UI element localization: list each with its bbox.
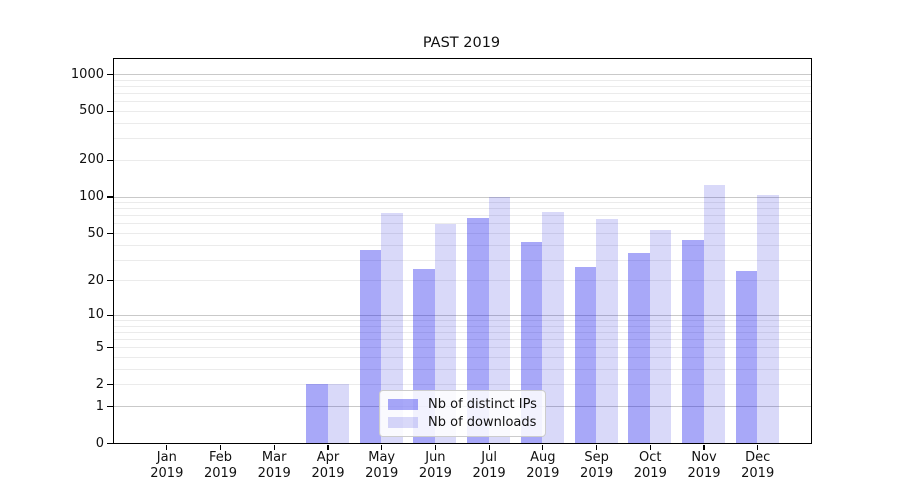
x-tick-label-jan-2019: Jan 2019: [150, 450, 184, 481]
y-tick-label-0: 0: [95, 435, 104, 451]
y-gridline-minor-600: [114, 101, 811, 103]
y-gridline-major-10: [114, 314, 811, 316]
y-tick-mark-0: [107, 442, 113, 445]
x-tick-mark-mar-2019: [273, 445, 275, 450]
y-tick-label-10: 10: [87, 307, 104, 323]
x-tick-mark-may-2019: [381, 445, 383, 450]
y-tick-mark-100: [107, 196, 113, 198]
y-tick-mark-200: [107, 159, 113, 161]
y-gridline-minor-8: [114, 325, 811, 327]
bar-nb-of-downloads-oct-2019: [649, 229, 672, 443]
bar-nb-of-downloads-dec-2019: [757, 195, 779, 443]
y-tick-label-20: 20: [87, 272, 104, 288]
legend-label-nb-of-downloads: Nb of downloads: [428, 415, 537, 430]
y-gridline-minor-80: [114, 208, 811, 210]
y-tick-mark-1000: [107, 73, 113, 76]
bar-nb-of-downloads-sep-2019: [596, 219, 618, 443]
x-tick-label-nov-2019: Nov 2019: [687, 450, 721, 481]
y-tick-mark-500: [107, 110, 113, 113]
y-tick-label-2: 2: [95, 376, 104, 392]
x-tick-label-may-2019: May 2019: [365, 450, 399, 481]
legend-swatch-nb-of-downloads: [388, 417, 418, 428]
y-tick-label-1000: 1000: [70, 66, 104, 82]
y-gridline-minor-2: [114, 384, 811, 386]
bar-nb-of-downloads-apr-2019: [327, 384, 349, 443]
y-gridline-minor-30: [114, 259, 811, 261]
y-tick-mark-2: [107, 384, 113, 386]
y-gridline-minor-60: [114, 223, 811, 225]
legend-swatch-nb-of-distinct-ips: [388, 399, 418, 410]
x-tick-mark-sep-2019: [595, 445, 598, 450]
x-tick-label-sep-2019: Sep 2019: [580, 450, 614, 481]
y-gridline-minor-7: [114, 331, 811, 333]
y-gridline-minor-900: [114, 79, 811, 81]
y-tick-mark-10: [107, 314, 113, 317]
y-gridline-minor-9: [114, 320, 811, 321]
y-gridline-minor-3: [114, 368, 811, 370]
bar-nb-of-downloads-jun-2019: [434, 224, 457, 443]
legend-row-nb-of-distinct-ips: Nb of distinct IPs: [388, 397, 545, 412]
bar-nb-of-distinct-ips-sep-2019: [574, 266, 597, 443]
x-tick-label-oct-2019: Oct 2019: [633, 450, 667, 481]
x-tick-mark-jun-2019: [434, 445, 437, 450]
y-gridline-minor-400: [114, 122, 811, 124]
x-tick-mark-nov-2019: [703, 445, 705, 450]
bar-nb-of-downloads-nov-2019: [703, 184, 725, 443]
y-gridline-minor-700: [114, 93, 811, 94]
bar-nb-of-downloads-aug-2019: [542, 211, 564, 443]
x-tick-label-jun-2019: Jun 2019: [418, 450, 452, 481]
y-tick-label-5: 5: [95, 339, 104, 355]
y-gridline-minor-300: [114, 138, 811, 140]
y-gridline-minor-5: [114, 347, 811, 349]
y-tick-mark-20: [107, 280, 113, 282]
y-gridline-minor-800: [114, 85, 811, 87]
legend-row-nb-of-downloads: Nb of downloads: [388, 415, 545, 430]
x-tick-mark-apr-2019: [327, 445, 329, 450]
x-tick-mark-jul-2019: [488, 445, 490, 450]
y-tick-mark-50: [107, 232, 113, 235]
x-tick-label-apr-2019: Apr 2019: [311, 450, 345, 481]
x-tick-label-dec-2019: Dec 2019: [741, 450, 775, 481]
y-gridline-major-1000: [114, 74, 811, 75]
y-tick-label-200: 200: [79, 152, 104, 168]
bar-nb-of-distinct-ips-jul-2019: [467, 217, 489, 443]
y-gridline-minor-6: [114, 339, 811, 341]
legend-label-nb-of-distinct-ips: Nb of distinct IPs: [428, 397, 537, 412]
bar-nb-of-distinct-ips-dec-2019: [735, 271, 758, 443]
x-tick-mark-jan-2019: [166, 445, 168, 450]
y-gridline-minor-500: [114, 110, 811, 112]
y-gridline-minor-20: [114, 280, 811, 282]
y-gridline-minor-90: [114, 202, 811, 203]
chart-title: PAST 2019: [422, 35, 501, 51]
y-tick-label-50: 50: [87, 225, 104, 241]
y-tick-mark-1: [107, 405, 113, 408]
y-tick-label-100: 100: [79, 189, 104, 204]
x-tick-mark-aug-2019: [542, 445, 544, 450]
bar-nb-of-distinct-ips-nov-2019: [682, 239, 704, 443]
bar-nb-of-downloads-jul-2019: [488, 196, 511, 443]
y-gridline-minor-70: [114, 215, 811, 217]
bar-nb-of-distinct-ips-apr-2019: [306, 384, 328, 443]
bar-nb-of-distinct-ips-may-2019: [359, 250, 382, 443]
plot-area: [113, 58, 812, 444]
y-gridline-minor-200: [114, 159, 811, 161]
y-gridline-minor-50: [114, 233, 811, 234]
x-tick-mark-oct-2019: [649, 445, 651, 450]
y-gridline-minor-4: [114, 357, 811, 358]
y-tick-label-1: 1: [95, 398, 104, 414]
x-tick-label-jul-2019: Jul 2019: [472, 450, 506, 481]
x-tick-mark-dec-2019: [757, 445, 759, 450]
x-tick-mark-feb-2019: [219, 445, 222, 450]
y-gridline-minor-40: [114, 244, 811, 246]
y-tick-mark-5: [107, 347, 113, 349]
x-tick-label-aug-2019: Aug 2019: [526, 450, 560, 481]
y-gridline-major-100: [114, 196, 811, 198]
bar-nb-of-distinct-ips-oct-2019: [628, 253, 650, 443]
bar-nb-of-downloads-may-2019: [381, 213, 403, 443]
legend: Nb of distinct IPs Nb of downloads: [379, 390, 546, 437]
x-tick-label-feb-2019: Feb 2019: [203, 450, 238, 481]
x-tick-label-mar-2019: Mar 2019: [257, 450, 291, 481]
y-tick-label-500: 500: [79, 103, 104, 119]
